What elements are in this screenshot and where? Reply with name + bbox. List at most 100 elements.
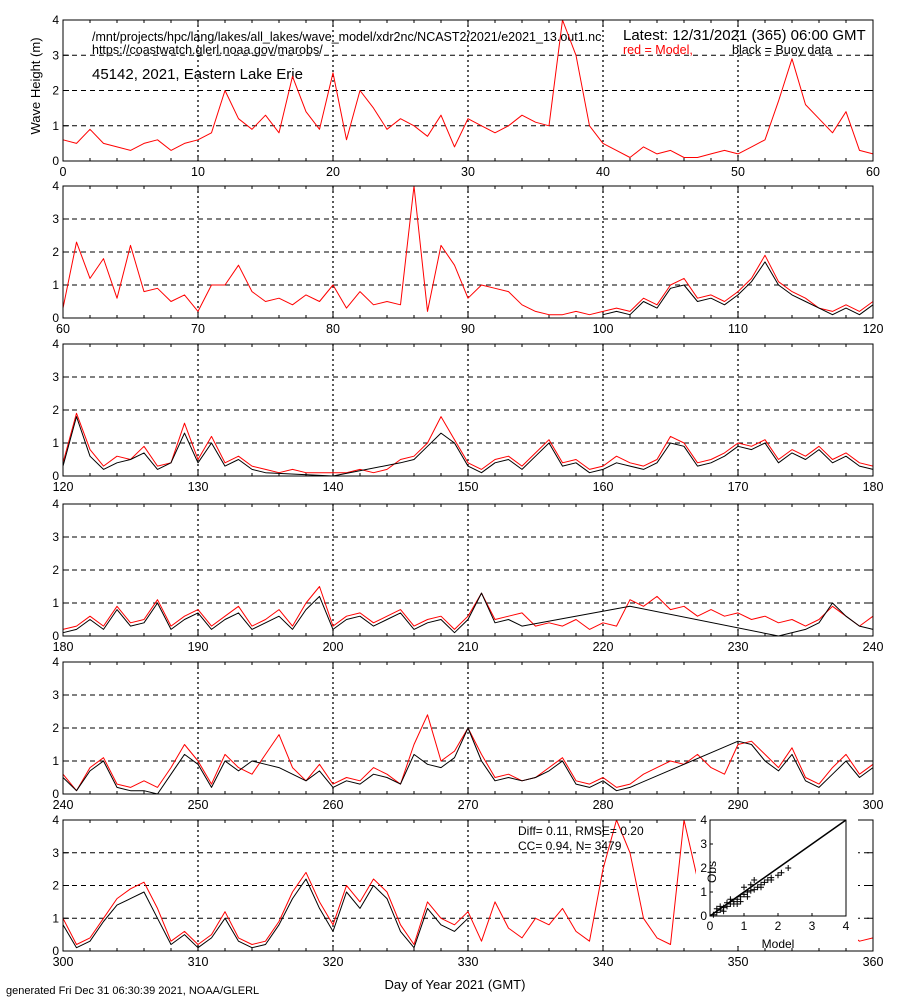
model-series-line — [62, 19, 874, 158]
inset-x-tick-label: 0 — [707, 919, 714, 933]
latest-timestamp: Latest: 12/31/2021 (365) 06:00 GMT — [623, 27, 866, 44]
y-tick-label: 0 — [52, 469, 59, 483]
y-tick-label: 3 — [52, 688, 59, 702]
one-to-one-line — [709, 819, 847, 917]
y-tick-label: 0 — [52, 787, 59, 801]
scatter-point — [768, 877, 775, 883]
y-tick-label: 4 — [52, 813, 59, 827]
y-tick-label: 2 — [52, 879, 59, 893]
x-tick-label: 30 — [461, 165, 475, 179]
y-tick-label: 2 — [52, 403, 59, 417]
y-tick-label: 0 — [52, 944, 59, 958]
y-tick-label: 4 — [52, 179, 59, 193]
buoy-series-line — [62, 727, 874, 795]
x-tick-label: 270 — [458, 798, 479, 812]
x-tick-label: 70 — [191, 322, 205, 336]
y-axis-label: Wave Height (m) — [28, 37, 43, 134]
x-tick-label: 140 — [323, 480, 344, 494]
footer-text: generated Fri Dec 31 06:30:39 2021, NOAA… — [6, 985, 260, 997]
panel-frame — [62, 185, 874, 319]
buoy-series-line — [62, 416, 874, 477]
x-tick-label: 230 — [728, 640, 749, 654]
y-tick-label: 3 — [52, 212, 59, 226]
scatter-point — [710, 911, 717, 918]
x-tick-label: 100 — [593, 322, 614, 336]
scatter-point — [758, 884, 764, 891]
x-tick-label: 0 — [60, 165, 67, 179]
scatter-point — [744, 893, 751, 900]
y-tick-label: 3 — [52, 370, 59, 384]
station-title: 45142, 2021, Eastern Lake Erie — [92, 66, 303, 83]
y-tick-label: 3 — [52, 846, 59, 860]
y-tick-label: 2 — [52, 84, 59, 98]
y-tick-label: 4 — [52, 337, 59, 351]
x-tick-label: 180 — [53, 640, 74, 654]
x-axis-label: Day of Year 2021 (GMT) — [385, 977, 526, 992]
stats-cc-n: CC= 0.94, N= 3479 — [518, 839, 622, 853]
x-tick-label: 120 — [53, 480, 74, 494]
x-tick-label: 160 — [593, 480, 614, 494]
scatter-point — [737, 898, 744, 905]
panel-frame — [62, 343, 874, 477]
y-tick-label: 0 — [52, 629, 59, 643]
x-tick-label: 200 — [323, 640, 344, 654]
stats-diff-rmse: Diff= 0.11, RMSE= 0.20 — [518, 824, 644, 838]
y-tick-label: 4 — [52, 13, 59, 27]
y-tick-label: 1 — [52, 436, 59, 450]
inset-background — [696, 818, 858, 946]
scatter-point — [778, 869, 785, 876]
scatter-point — [775, 872, 781, 879]
x-tick-label: 330 — [458, 955, 479, 969]
x-tick-label: 110 — [728, 322, 748, 336]
scatter-point — [724, 899, 730, 906]
inset-x-tick-label: 4 — [843, 919, 850, 933]
panel-frame — [62, 819, 874, 952]
source-url[interactable]: https://coastwatch.glerl.noaa.gov/marobs… — [92, 43, 323, 57]
scatter-point — [717, 903, 724, 910]
legend-model: red = Model, — [623, 43, 693, 57]
buoy-series-line — [62, 878, 469, 949]
scatter-point — [747, 887, 754, 894]
x-tick-label: 350 — [728, 955, 749, 969]
x-tick-label: 260 — [323, 798, 344, 812]
inset-y-tick-label: 4 — [700, 813, 707, 827]
x-tick-label: 280 — [593, 798, 614, 812]
x-tick-label: 60 — [56, 322, 70, 336]
x-tick-label: 320 — [323, 955, 344, 969]
buoy-series-line — [602, 261, 874, 316]
x-tick-label: 50 — [731, 165, 745, 179]
x-tick-label: 220 — [593, 640, 614, 654]
scatter-point — [741, 884, 747, 891]
x-tick-label: 240 — [53, 798, 74, 812]
inset-y-tick-label: 0 — [700, 909, 707, 923]
scatter-point — [741, 891, 747, 898]
x-tick-label: 360 — [863, 955, 884, 969]
x-tick-label: 10 — [191, 165, 205, 179]
y-tick-label: 4 — [52, 655, 59, 669]
x-tick-label: 130 — [188, 480, 209, 494]
x-tick-label: 40 — [596, 165, 610, 179]
y-tick-label: 1 — [52, 754, 59, 768]
x-tick-label: 180 — [863, 480, 884, 494]
panel-frame — [62, 503, 874, 637]
x-tick-label: 80 — [326, 322, 340, 336]
x-tick-label: 190 — [188, 640, 209, 654]
y-tick-label: 4 — [52, 497, 59, 511]
scatter-point — [734, 901, 741, 907]
x-tick-label: 290 — [728, 798, 749, 812]
x-tick-label: 300 — [863, 798, 884, 812]
y-tick-label: 3 — [52, 48, 59, 62]
y-tick-label: 1 — [52, 278, 59, 292]
scatter-point — [713, 905, 720, 912]
inset-x-tick-label: 2 — [775, 919, 782, 933]
x-tick-label: 150 — [458, 480, 479, 494]
x-tick-label: 60 — [866, 165, 880, 179]
x-tick-label: 170 — [728, 480, 749, 494]
model-series-line — [62, 586, 874, 630]
buoy-series-line — [62, 592, 874, 637]
inset-x-tick-label: 1 — [741, 919, 748, 933]
x-tick-label: 300 — [53, 955, 74, 969]
scatter-point — [727, 896, 734, 903]
x-tick-label: 310 — [188, 955, 209, 969]
